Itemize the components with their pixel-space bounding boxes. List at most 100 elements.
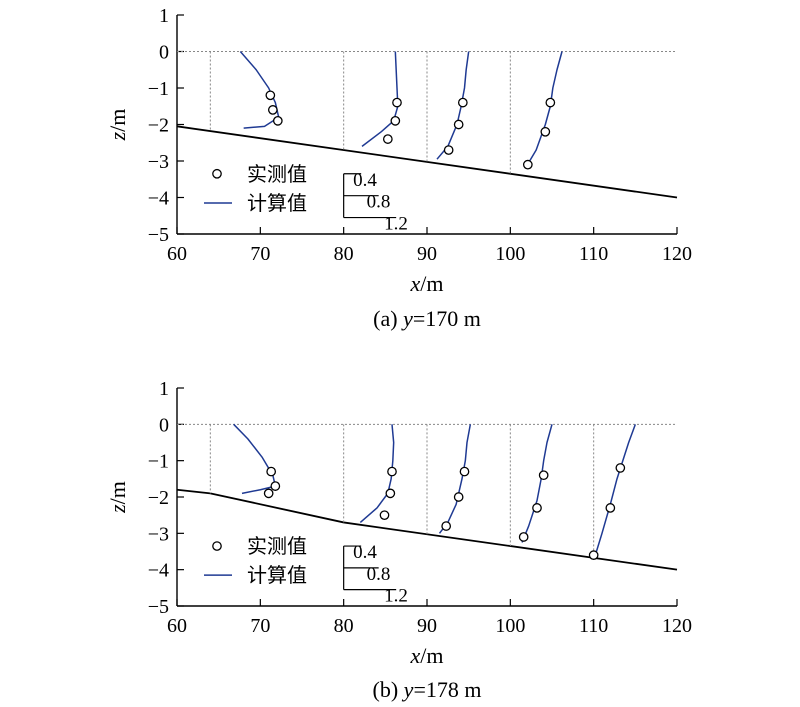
station-90 [426,51,470,162]
x-tick-label: 90 [417,243,437,265]
measured-point [518,532,529,542]
measured-point [272,116,283,126]
measured-point [453,119,464,130]
x-tick-label: 120 [662,243,692,265]
measured-point [392,97,402,108]
x-axis-label-unit: /m [420,271,443,296]
station-64 [209,51,283,132]
measured-point [267,105,278,115]
computed-curve [594,424,637,556]
y-tick-label: −5 [148,224,169,246]
computed-curve [239,51,280,129]
legend-computed-label: 计算值 [247,564,307,587]
x-axis-label: x/m [410,643,444,668]
scale-label: 0.8 [367,564,391,585]
measured-point [538,470,549,481]
y-axis-label-var: z [105,504,130,514]
y-tick-label: 0 [159,414,169,436]
measured-point [545,97,556,108]
measured-point [588,550,599,560]
measured-point [532,503,542,513]
computed-curve [359,424,395,523]
y-tick-label: −4 [148,560,169,582]
scale-label: 0.4 [353,542,377,563]
y-tick-label: −1 [148,451,169,473]
measured-point [385,488,396,499]
y-axis-label-unit: /m [105,109,130,132]
panel-caption: (a) y=170 m [373,306,481,331]
x-tick-label: 70 [250,615,270,637]
computed-curve [524,51,563,169]
scale-label: 1.2 [384,586,408,607]
x-tick-label: 70 [250,243,270,265]
station-110 [588,424,637,560]
y-axis-label-var: z [105,131,130,141]
caption-value: =178 m [413,677,481,702]
y-tick-label: 1 [159,5,169,27]
measured-point [441,521,452,531]
station-64 [209,423,281,499]
x-tick-label: 100 [495,243,525,265]
x-tick-label: 60 [167,243,187,265]
scale-label: 1.2 [384,214,408,235]
computed-curve [361,51,399,147]
measured-point [457,97,468,108]
measured-point [265,90,276,101]
x-tick-label: 80 [334,243,354,265]
x-tick-label: 60 [167,615,187,637]
y-axis-label: z/m [105,109,130,142]
legend-measured-marker [212,541,222,551]
measured-point [270,481,281,491]
measured-point [382,134,393,144]
computed-curve [438,424,472,534]
x-tick-label: 110 [579,243,608,265]
computed-curve [233,423,277,495]
station-100 [509,424,553,547]
station-80 [343,51,402,151]
legend-measured-marker [212,168,222,179]
measured-point [540,126,551,137]
measured-point [605,503,616,513]
x-tick-label: 100 [495,615,525,637]
y-tick-label: 1 [159,378,169,400]
legend-measured-label: 实测值 [247,163,307,186]
measured-point [522,159,533,170]
measured-point [390,116,401,126]
measured-point [266,466,277,477]
caption-var: y [401,306,413,331]
x-tick-label: 80 [334,615,354,637]
y-tick-label: −4 [148,188,169,210]
caption-prefix: (b) [373,677,404,702]
panel-caption: (b) y=178 m [373,677,482,702]
y-tick-label: −2 [148,487,169,509]
station-80 [343,424,397,523]
ground-line [176,488,678,571]
y-axis-label: z/m [105,481,130,514]
x-tick-label: 120 [662,615,692,637]
y-tick-label: −2 [148,115,169,137]
x-axis-label-unit: /m [420,643,443,668]
x-axis-label: x/m [410,271,444,296]
y-tick-label: −3 [148,523,169,545]
measured-point [459,466,470,477]
ground-line [176,125,678,199]
y-axis-label-unit: /m [105,481,130,504]
caption-prefix: (a) [373,306,403,331]
measured-point [615,463,626,473]
measured-point [453,492,464,502]
legend-computed-label: 计算值 [247,192,307,215]
caption-value: =170 m [413,306,481,331]
station-100 [509,51,563,174]
y-tick-label: −3 [148,151,169,173]
x-axis-label-var: x [410,271,421,296]
y-tick-label: 0 [159,42,169,64]
measured-point [263,488,274,499]
legend-measured-label: 实测值 [247,535,307,558]
y-tick-label: −5 [148,596,169,618]
measured-point [379,510,390,521]
scale-label: 0.4 [353,170,377,191]
